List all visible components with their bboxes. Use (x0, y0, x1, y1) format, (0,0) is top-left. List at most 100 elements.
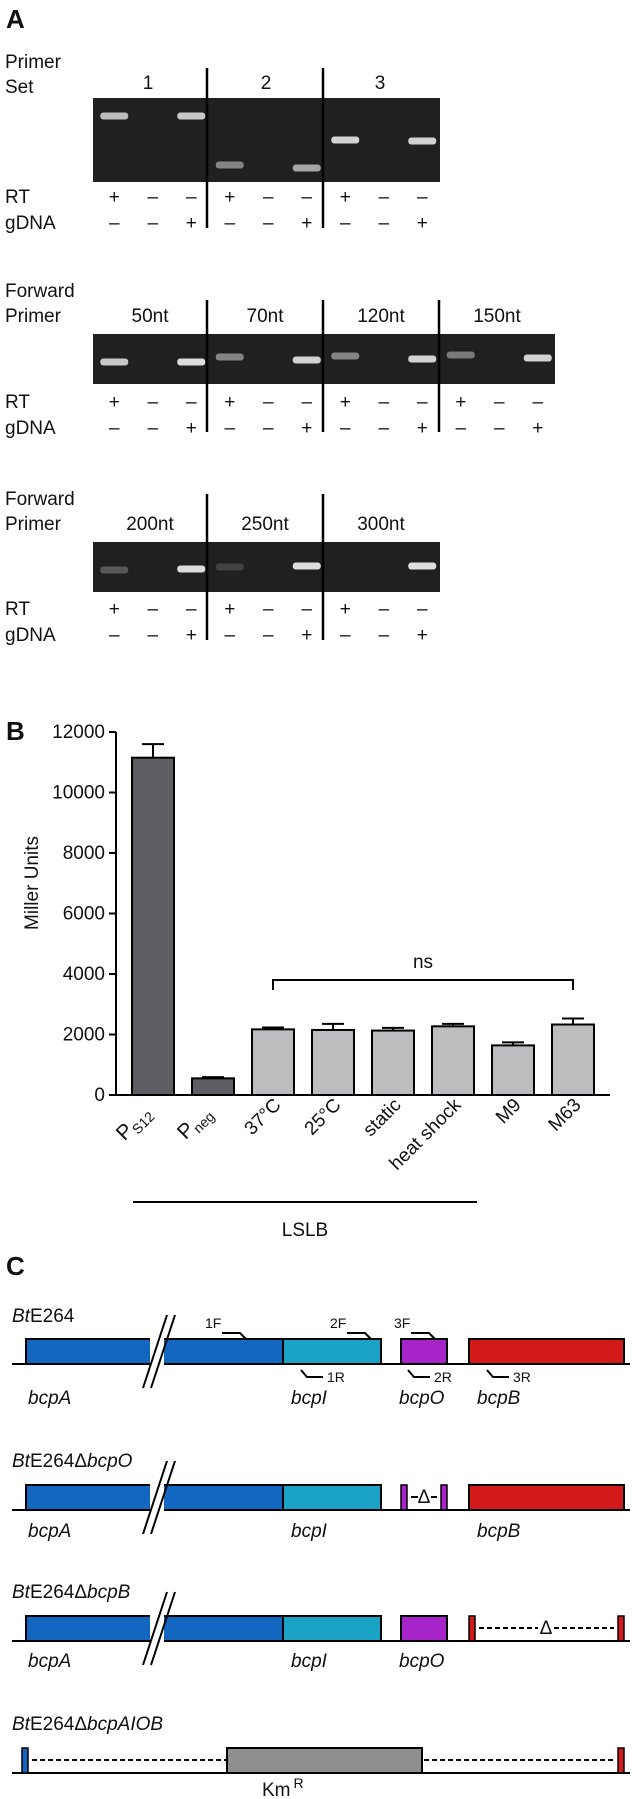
gdna-sign: – (147, 418, 158, 439)
rt-sign: – (417, 187, 428, 208)
gdna-sign: + (417, 213, 428, 234)
break-mark-2 (150, 1314, 176, 1389)
gdna-sign: + (301, 418, 312, 439)
rt-sign: – (263, 187, 274, 208)
bar (491, 1044, 535, 1097)
gel-band (446, 351, 475, 359)
rt-sign: + (224, 392, 235, 413)
bcpA-remnant (21, 1747, 29, 1774)
gel-band (408, 562, 437, 570)
strain-3-name: BtE264ΔbcpB (12, 1582, 131, 1603)
rt-sign: + (109, 392, 120, 413)
gene-bcpA-label: bcpA (28, 1651, 71, 1672)
strain-wildtype: BtE264 1F 2F 3F 1R 2R 3R bcpA bcpI bcpO … (12, 1306, 630, 1409)
primer-1f-arrow (222, 1332, 247, 1340)
bcpB-remnant-left (468, 1615, 476, 1642)
gel-2-gdna-label: gDNA (5, 418, 56, 439)
x-tick-m63: M63 (545, 1095, 586, 1136)
kmr-cassette-box (226, 1747, 423, 1774)
gel-3-rt-label: RT (5, 599, 30, 620)
gdna-sign: – (455, 418, 466, 439)
strain-delta-bcpB: BtE264ΔbcpB Δ bcpA bcpI bcpO (12, 1582, 630, 1672)
primer-2r-arrow (407, 1369, 430, 1378)
gel-3-gdna-label: gDNA (5, 625, 56, 646)
y-axis-title: Miller Units (22, 836, 43, 930)
primer-1f-label: 1F (205, 1315, 221, 1331)
gel-3-lane-label-3: 300nt (357, 514, 405, 535)
gdna-sign: – (224, 418, 235, 439)
panel-b-label: B (6, 716, 25, 746)
gene-bcpO-label: bcpO (399, 1388, 445, 1409)
gene-bcpA-label: bcpA (28, 1388, 71, 1409)
gel-band (408, 137, 437, 145)
gdna-sign: – (263, 418, 274, 439)
panel-a-label: A (6, 4, 25, 34)
gene-bcpB-box (468, 1484, 625, 1511)
gdna-sign: + (417, 418, 428, 439)
kmr-cassette-label: Km R (262, 1775, 304, 1799)
gdna-sign: – (224, 213, 235, 234)
gene-bcpI-box (282, 1484, 382, 1511)
rt-sign: + (109, 599, 120, 620)
gel-1-sign-rows: + – – + – – + – – – – + – – + – – + (109, 187, 428, 234)
gel-band (292, 356, 321, 364)
gdna-sign: – (263, 625, 274, 646)
gdna-sign: – (147, 213, 158, 234)
gdna-sign: – (224, 625, 235, 646)
gdna-sign: + (301, 213, 312, 234)
gel-3-image (93, 542, 440, 592)
gdna-sign: – (378, 418, 389, 439)
gene-bcpO-label: bcpO (399, 1651, 445, 1672)
gel-1-header-line-1: Primer (5, 52, 62, 73)
break-mark-1 (142, 1314, 168, 1389)
bar (551, 1023, 595, 1096)
gene-bcpB-box (468, 1338, 625, 1365)
primer-1r-arrow (300, 1369, 323, 1378)
gel-1-lane-label-1: 1 (143, 73, 154, 94)
gdna-sign: – (340, 625, 351, 646)
bcpO-remnant-right (440, 1484, 448, 1511)
gene-bcpI-box (282, 1615, 382, 1642)
gel-band (215, 563, 244, 571)
x-tick-37c: 37°C (241, 1095, 286, 1140)
gel-1-gdna-label: gDNA (5, 213, 56, 234)
rt-sign: – (378, 187, 389, 208)
gel-3-sign-rows: + – – + – – + – – – – + – – + – – + (109, 599, 428, 646)
rt-sign: – (263, 599, 274, 620)
x-tick-labels: PS12 Pneg 37°C 25°C static heat shock M9… (112, 1094, 586, 1174)
gel-1-image (93, 98, 440, 182)
gel-3-bands (100, 562, 437, 574)
x-tick-25c: 25°C (301, 1095, 346, 1140)
rt-sign: – (186, 599, 197, 620)
rt-sign: – (301, 599, 312, 620)
gdna-sign: + (532, 418, 543, 439)
gel-3-lane-label-2: 250nt (241, 514, 289, 535)
strain-2-name: BtE264ΔbcpO (12, 1451, 133, 1472)
primer-1r-label: 1R (327, 1369, 345, 1385)
y-tick-label: 6000 (63, 904, 105, 925)
gene-bcpB-label: bcpB (477, 1388, 521, 1409)
bcpB-remnant-right (617, 1615, 625, 1642)
gel-3-header-line-2: Primer (5, 514, 62, 535)
break-mark-2 (150, 1460, 176, 1535)
gel-band (100, 112, 129, 120)
panel-c-label: C (6, 1251, 25, 1281)
rt-sign: – (147, 187, 158, 208)
gel-band (331, 136, 360, 144)
gdna-sign: + (186, 625, 197, 646)
break-mark-1 (142, 1591, 168, 1666)
gdna-sign: + (417, 625, 428, 646)
gene-bcpO-box (400, 1338, 448, 1365)
deletion-symbol-bcpB: Δ (540, 1618, 553, 1639)
rt-sign: – (263, 392, 274, 413)
gel-band (215, 161, 244, 169)
bar (191, 1077, 235, 1097)
y-tick-label: 0 (94, 1085, 105, 1106)
gdna-sign: – (340, 418, 351, 439)
gel-2-rt-label: RT (5, 392, 30, 413)
gdna-sign: – (109, 625, 120, 646)
x-tick-m9: M9 (492, 1095, 526, 1129)
rt-sign: + (224, 187, 235, 208)
bar (131, 756, 175, 1097)
rt-sign: – (417, 599, 428, 620)
